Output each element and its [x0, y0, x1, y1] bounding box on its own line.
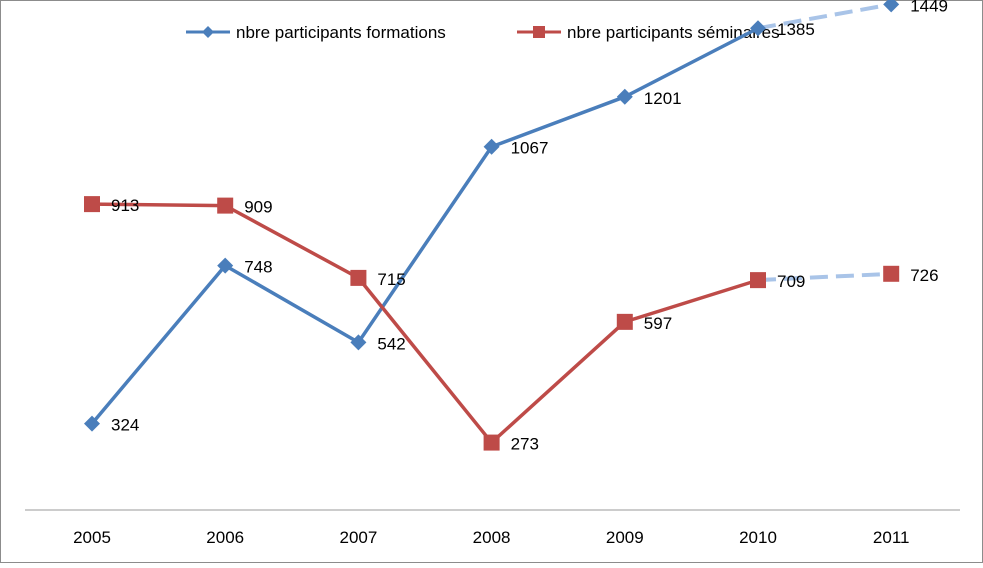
data-label: 709 — [777, 272, 805, 291]
series-layer — [84, 0, 900, 451]
data-point — [616, 313, 633, 330]
data-label: 1449 — [910, 0, 948, 15]
data-label: 909 — [244, 198, 272, 217]
data-label: 726 — [910, 266, 938, 285]
data-label: 542 — [377, 334, 405, 353]
data-point — [750, 272, 766, 289]
x-tick-label-2011: 2011 — [873, 528, 910, 547]
data-point — [483, 138, 500, 155]
x-axis-ticks: 2005 2006 2007 2008 2009 2010 2011 — [73, 528, 909, 547]
data-point — [616, 88, 633, 105]
x-tick-label-2007: 2007 — [339, 528, 377, 547]
data-point — [750, 20, 766, 37]
x-tick-label-2008: 2008 — [473, 528, 511, 547]
legend-marker-square — [533, 26, 545, 38]
data-labels: 324 748 542 1067 1201 1385 1449 913 909 715 273 597… — [111, 0, 948, 454]
data-point — [217, 257, 234, 274]
data-point — [217, 197, 234, 214]
data-label: 597 — [644, 314, 672, 333]
data-point — [883, 0, 900, 13]
series-line — [90, 26, 759, 425]
data-label: 1067 — [511, 139, 549, 158]
data-label: 324 — [111, 416, 139, 435]
legend-marker-diamond — [202, 26, 214, 38]
data-point — [84, 415, 100, 432]
legend-item-seminaires: nbre participants séminaires — [517, 23, 780, 42]
data-point — [483, 434, 500, 451]
x-tick-label-2009: 2009 — [606, 528, 644, 547]
x-tick-label-2005: 2005 — [73, 528, 111, 547]
series-line-dashed — [757, 271, 892, 283]
data-label: 1385 — [777, 20, 815, 39]
series-line — [91, 202, 759, 445]
x-tick-label-2010: 2010 — [739, 528, 777, 547]
series-seminaires — [84, 196, 900, 451]
data-point — [350, 334, 367, 351]
data-label: 1201 — [644, 89, 682, 108]
x-tick-label-2006: 2006 — [206, 528, 244, 547]
legend: nbre participants formations nbre partic… — [186, 23, 780, 42]
data-label: 715 — [377, 270, 405, 289]
data-point — [350, 269, 367, 286]
legend-item-formations: nbre participants formations — [186, 23, 446, 42]
series-formations — [84, 0, 900, 432]
data-label: 273 — [511, 435, 539, 454]
legend-label-formations: nbre participants formations — [236, 23, 446, 42]
data-label: 748 — [244, 258, 272, 277]
data-point — [883, 265, 900, 282]
legend-label-seminaires: nbre participants séminaires — [567, 23, 780, 42]
data-point — [84, 196, 100, 213]
data-label: 913 — [111, 196, 139, 215]
series-line-dashed — [757, 2, 892, 31]
